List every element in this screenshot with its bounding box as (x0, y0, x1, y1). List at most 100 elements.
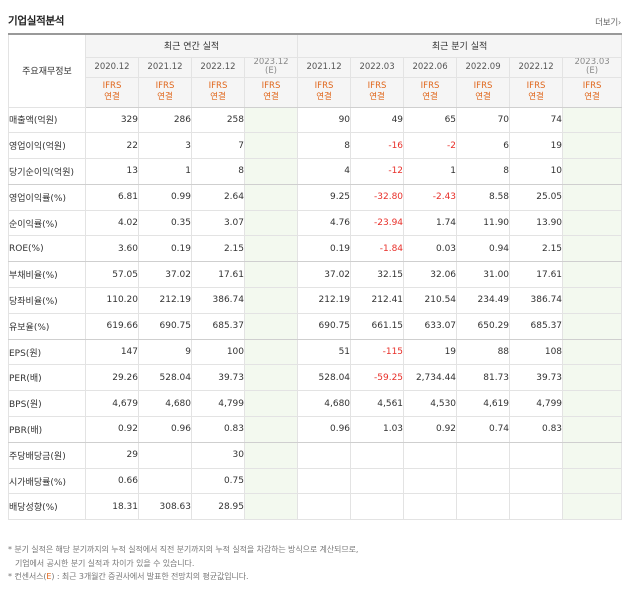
table-cell (243, 390, 299, 418)
footnote-2-prefix: * 컨센서스( (8, 572, 47, 581)
table-cell (243, 493, 299, 521)
table-cell: 212.19 (138, 287, 192, 314)
row-label: 순이익률(%) (8, 209, 86, 237)
table-cell (562, 416, 623, 443)
table-cell (243, 106, 299, 134)
table-cell (562, 158, 623, 185)
table-cell (350, 441, 405, 469)
table-cell: 28.95 (191, 493, 245, 521)
table-cell: 81.73 (456, 364, 511, 392)
table-cell: -23.94 (350, 209, 405, 237)
row-label: 주당배당금(원) (8, 441, 86, 469)
table-cell: -2 (403, 132, 458, 160)
consolidated-label: 연결 (422, 92, 438, 102)
table-cell: -1.84 (350, 235, 405, 263)
row-label: 당좌비율(%) (8, 287, 86, 314)
ifrs-label: IFRS (582, 81, 602, 91)
section-title: 기업실적분석 (8, 15, 65, 27)
table-cell: -32.80 (350, 183, 405, 211)
ifrs-header: IFRS 연결 (85, 76, 139, 108)
table-cell (562, 287, 623, 314)
table-cell: 8 (456, 158, 511, 185)
more-link[interactable]: 더보기› (595, 16, 621, 28)
period-header: 2023.03 (E) (562, 56, 623, 78)
table-cell: 0.83 (509, 416, 564, 443)
ifrs-header: IFRS 연결 (138, 76, 192, 108)
period-label: 2022.09 (465, 62, 501, 72)
table-cell (350, 467, 405, 495)
period-label: 2021.12 (306, 62, 342, 72)
table-cell: 685.37 (509, 312, 564, 340)
table-cell: 31.00 (456, 261, 511, 289)
period-header: 2022.12 (191, 56, 245, 78)
ifrs-label: IFRS (155, 81, 175, 91)
table-row: PER(배) 29.26 528.04 39.73 528.04 -59.25 2,734.… (8, 364, 623, 392)
table-cell: 0.03 (403, 235, 458, 263)
consolidated-label: 연결 (369, 92, 385, 102)
table-cell (243, 287, 299, 314)
period-label: 2022.12 (200, 62, 236, 72)
ifrs-header: IFRS 연결 (509, 76, 564, 108)
ifrs-label: IFRS (261, 81, 281, 91)
period-label: 2022.03 (359, 62, 395, 72)
table-cell: 234.49 (456, 287, 511, 314)
estimate-mark: (E) (265, 66, 278, 76)
table-cell (243, 441, 299, 469)
row-label: 시가배당률(%) (8, 467, 86, 495)
table-cell: 2.15 (191, 235, 245, 263)
footnotes: * 분기 실적은 해당 분기까지의 누적 실적에서 직전 분기까지의 누적 실적… (8, 543, 358, 584)
table-cell: 32.15 (350, 261, 405, 289)
table-cell: 1 (138, 158, 192, 185)
table-cell: 0.75 (191, 467, 245, 495)
table-cell (243, 235, 299, 263)
table-cell (562, 132, 623, 160)
table-cell (562, 441, 623, 469)
row-label: 부채비율(%) (8, 261, 86, 289)
table-cell: 4,619 (456, 390, 511, 418)
row-label: PBR(배) (8, 416, 86, 443)
period-header: 2022.06 (403, 56, 458, 78)
table-row: 순이익률(%) 4.02 0.35 3.07 4.76 -23.94 1.74 11.90 13… (8, 209, 623, 237)
table-cell: 0.74 (456, 416, 511, 443)
period-header: 2021.12 (138, 56, 192, 78)
footnote-1: * 분기 실적은 해당 분기까지의 누적 실적에서 직전 분기까지의 누적 실적… (8, 545, 359, 554)
period-label: 2022.06 (412, 62, 448, 72)
consolidated-label: 연결 (528, 92, 544, 102)
table-cell (243, 183, 299, 211)
table-row: 당좌비율(%) 110.20 212.19 386.74 212.19 212.41 210… (8, 287, 623, 314)
table-row: 당기순이익(억원) 13 1 8 4 -12 1 8 10 (8, 158, 623, 185)
table-cell (138, 467, 192, 495)
table-cell (456, 467, 511, 495)
table-cell: 0.35 (138, 209, 192, 237)
table-cell: 8 (297, 132, 352, 160)
table-cell: 4,799 (191, 390, 245, 418)
table-cell (456, 441, 511, 469)
table-cell: 0.92 (403, 416, 458, 443)
ifrs-label: IFRS (208, 81, 228, 91)
table-cell: 2.64 (191, 183, 245, 211)
table-cell: 329 (85, 106, 139, 134)
row-label: PER(배) (8, 364, 86, 392)
table-cell: 4.02 (85, 209, 139, 237)
table-cell: 13 (85, 158, 139, 185)
table-cell: 0.92 (85, 416, 139, 443)
table-cell (562, 364, 623, 392)
estimate-mark: (E) (586, 66, 599, 76)
table-cell: 212.19 (297, 287, 352, 314)
table-cell: 108 (509, 338, 564, 366)
table-cell: 37.02 (138, 261, 192, 289)
table-cell: 88 (456, 338, 511, 366)
annual-group-header: 최근 연간 실적 (84, 33, 299, 58)
table-cell: 258 (191, 106, 245, 134)
table-cell: 100 (191, 338, 245, 366)
consolidated-label: 연결 (210, 92, 226, 102)
period-header: 2021.12 (297, 56, 352, 78)
table-row: 부채비율(%) 57.05 37.02 17.61 37.02 32.15 32.06 31.… (8, 261, 623, 289)
table-cell: 49 (350, 106, 405, 134)
ifrs-label: IFRS (473, 81, 493, 91)
table-cell: 308.63 (138, 493, 192, 521)
table-cell: 685.37 (191, 312, 245, 340)
table-cell: 619.66 (85, 312, 139, 340)
table-cell: 17.61 (191, 261, 245, 289)
estimate-mark: E (46, 572, 52, 581)
